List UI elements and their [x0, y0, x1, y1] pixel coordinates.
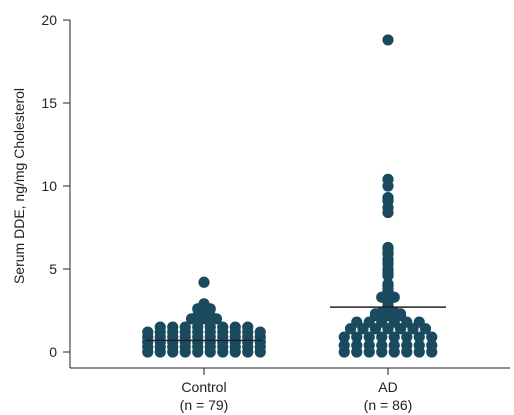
y-tick-label: 0 — [49, 344, 57, 360]
data-point — [338, 339, 350, 351]
median-lines — [146, 306, 446, 342]
data-point — [413, 316, 425, 328]
x-tick-sublabel: (n = 86) — [364, 397, 413, 413]
data-point — [229, 321, 241, 333]
data-point — [363, 339, 375, 351]
data-point — [351, 316, 363, 328]
y-tick-label: 5 — [49, 261, 57, 277]
data-point — [198, 276, 210, 288]
data-point — [382, 173, 394, 185]
data-point — [382, 278, 394, 290]
y-ticks: 0 5 10 15 20 — [41, 12, 70, 360]
data-point — [426, 339, 438, 351]
data-point — [388, 339, 400, 351]
data-point — [382, 241, 394, 254]
y-tick-label: 15 — [41, 95, 57, 111]
data-points — [142, 34, 438, 358]
data-point — [142, 326, 154, 338]
data-point — [338, 331, 350, 343]
data-point — [401, 331, 413, 343]
data-point — [376, 331, 388, 343]
data-point — [413, 331, 425, 343]
data-point — [382, 192, 394, 204]
data-point — [401, 339, 413, 351]
y-tick-label: 10 — [41, 178, 57, 194]
data-point — [351, 339, 363, 351]
data-point — [198, 298, 210, 310]
data-point — [413, 339, 425, 351]
x-tick-sublabel: (n = 79) — [180, 397, 229, 413]
data-point — [242, 321, 254, 333]
y-tick-label: 20 — [41, 12, 57, 28]
data-point — [426, 331, 438, 343]
data-point — [154, 321, 166, 333]
x-axis: Control (n = 79) AD (n = 86) — [70, 367, 510, 413]
data-point — [217, 321, 229, 333]
data-point — [382, 34, 394, 46]
data-point — [376, 339, 388, 351]
y-axis: 0 5 10 15 20 — [41, 12, 71, 368]
data-point — [179, 321, 191, 333]
x-tick-label: Control — [181, 379, 226, 395]
data-point — [167, 321, 179, 333]
data-point — [363, 331, 375, 343]
data-point — [254, 326, 266, 338]
y-axis-title: Serum DDE, ng/mg Cholesterol — [11, 88, 27, 284]
x-tick-label: AD — [378, 379, 397, 395]
x-ticks: Control (n = 79) AD (n = 86) — [180, 368, 413, 413]
data-point — [388, 331, 400, 343]
data-point — [351, 331, 363, 343]
